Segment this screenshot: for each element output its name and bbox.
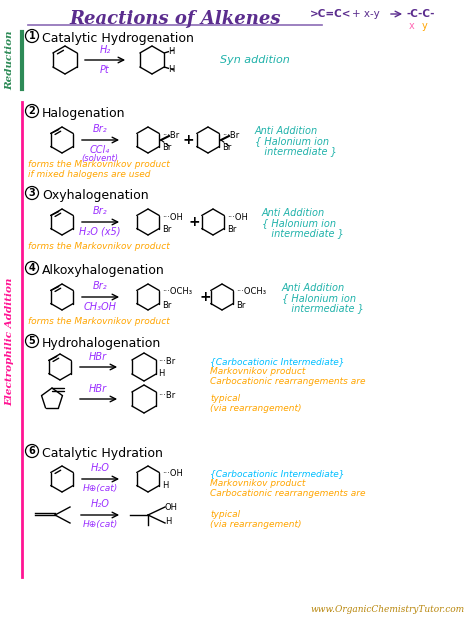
Text: { Halonium ion: { Halonium ion [262, 218, 336, 228]
Text: Carbocationic rearrangements are: Carbocationic rearrangements are [210, 377, 365, 386]
Text: {Carbocationic Intermediate}: {Carbocationic Intermediate} [210, 469, 345, 478]
Text: 3: 3 [28, 188, 36, 198]
Text: 6: 6 [28, 446, 36, 456]
Text: 4: 4 [28, 263, 36, 273]
Text: Anti Addition: Anti Addition [262, 208, 325, 218]
Text: typical: typical [210, 394, 240, 403]
Text: Br: Br [162, 300, 172, 310]
Text: >C=C<: >C=C< [310, 9, 352, 19]
Text: H⊕(cat): H⊕(cat) [82, 520, 118, 529]
Text: Markovnikov product: Markovnikov product [210, 479, 305, 488]
Text: H₂: H₂ [100, 45, 110, 55]
Text: Br: Br [162, 143, 172, 152]
Text: (via rearrangement): (via rearrangement) [210, 520, 301, 529]
Text: Br₂: Br₂ [93, 281, 107, 291]
Text: { Halonium ion: { Halonium ion [282, 293, 356, 303]
Text: intermediate }: intermediate } [255, 146, 337, 156]
Text: ···Br: ···Br [222, 130, 239, 140]
Text: H: H [162, 482, 168, 490]
Text: intermediate }: intermediate } [282, 303, 364, 313]
Text: +: + [182, 133, 194, 147]
Text: intermediate }: intermediate } [262, 228, 344, 238]
Text: CH₃OH: CH₃OH [83, 302, 117, 312]
Text: ···OCH₃: ···OCH₃ [236, 288, 266, 296]
Text: typical: typical [210, 510, 240, 519]
Text: H: H [158, 370, 164, 379]
Text: Reduction: Reduction [6, 30, 15, 90]
Text: Halogenation: Halogenation [42, 107, 126, 120]
Text: if mixed halogens are used: if mixed halogens are used [28, 170, 151, 179]
Text: Br: Br [236, 300, 246, 310]
Text: Catalytic Hydration: Catalytic Hydration [42, 447, 163, 460]
Text: ···Br: ···Br [162, 130, 179, 140]
Text: Anti Addition: Anti Addition [282, 283, 345, 293]
Text: Catalytic Hydrogenation: Catalytic Hydrogenation [42, 32, 194, 45]
Text: x: x [409, 21, 415, 31]
Text: ···OH: ···OH [162, 212, 183, 221]
Text: H: H [165, 516, 172, 525]
Text: HBr: HBr [89, 384, 107, 394]
Text: ···OCH₃: ···OCH₃ [162, 288, 192, 296]
Text: Electrophilic Addition: Electrophilic Addition [6, 278, 15, 406]
Text: Markovnikov product: Markovnikov product [210, 367, 305, 376]
Text: Oxyhalogenation: Oxyhalogenation [42, 189, 149, 202]
Text: 5: 5 [28, 336, 36, 346]
Text: H₂O (x5): H₂O (x5) [79, 227, 121, 237]
Text: Anti Addition: Anti Addition [255, 126, 318, 136]
Text: y: y [422, 21, 428, 31]
Text: Br₂: Br₂ [93, 206, 107, 216]
Text: H₂O: H₂O [91, 463, 109, 473]
Text: CCl₄: CCl₄ [90, 145, 110, 155]
Text: Br: Br [222, 143, 231, 152]
Text: www.OrganicChemistryTutor.com: www.OrganicChemistryTutor.com [311, 605, 465, 614]
Text: forms the Markovnikov product: forms the Markovnikov product [28, 160, 170, 169]
Text: {Carbocationic Intermediate}: {Carbocationic Intermediate} [210, 357, 345, 366]
Text: Br: Br [162, 226, 172, 234]
Text: Br₂: Br₂ [93, 124, 107, 134]
Text: 2: 2 [28, 106, 36, 116]
Text: +: + [199, 290, 211, 304]
Text: H⊕(cat): H⊕(cat) [82, 484, 118, 493]
Text: -C-C-: -C-C- [407, 9, 436, 19]
Text: Carbocationic rearrangements are: Carbocationic rearrangements are [210, 489, 365, 498]
Text: ···Br: ···Br [158, 358, 175, 367]
Text: H₂O: H₂O [91, 499, 109, 509]
Text: ···OH: ···OH [227, 212, 248, 221]
Text: ···Br: ···Br [158, 391, 175, 401]
Text: forms the Markovnikov product: forms the Markovnikov product [28, 317, 170, 326]
Text: OH: OH [165, 502, 178, 511]
Text: Pt: Pt [100, 65, 110, 75]
Text: { Halonium ion: { Halonium ion [255, 136, 329, 146]
Text: Hydrohalogenation: Hydrohalogenation [42, 337, 161, 350]
Text: H: H [168, 66, 174, 75]
Text: H: H [168, 47, 174, 56]
Text: HBr: HBr [89, 352, 107, 362]
Text: (solvent): (solvent) [82, 154, 118, 163]
Text: 1: 1 [28, 31, 36, 41]
Text: Syn addition: Syn addition [220, 55, 290, 65]
Text: + x-y: + x-y [352, 9, 380, 19]
Text: (via rearrangement): (via rearrangement) [210, 404, 301, 413]
Text: Br: Br [227, 226, 237, 234]
Text: Alkoxyhalogenation: Alkoxyhalogenation [42, 264, 165, 277]
Text: +: + [188, 215, 200, 229]
Text: ···OH: ···OH [162, 470, 183, 478]
Text: forms the Markovnikov product: forms the Markovnikov product [28, 242, 170, 251]
Text: Reactions of Alkenes: Reactions of Alkenes [69, 10, 281, 28]
